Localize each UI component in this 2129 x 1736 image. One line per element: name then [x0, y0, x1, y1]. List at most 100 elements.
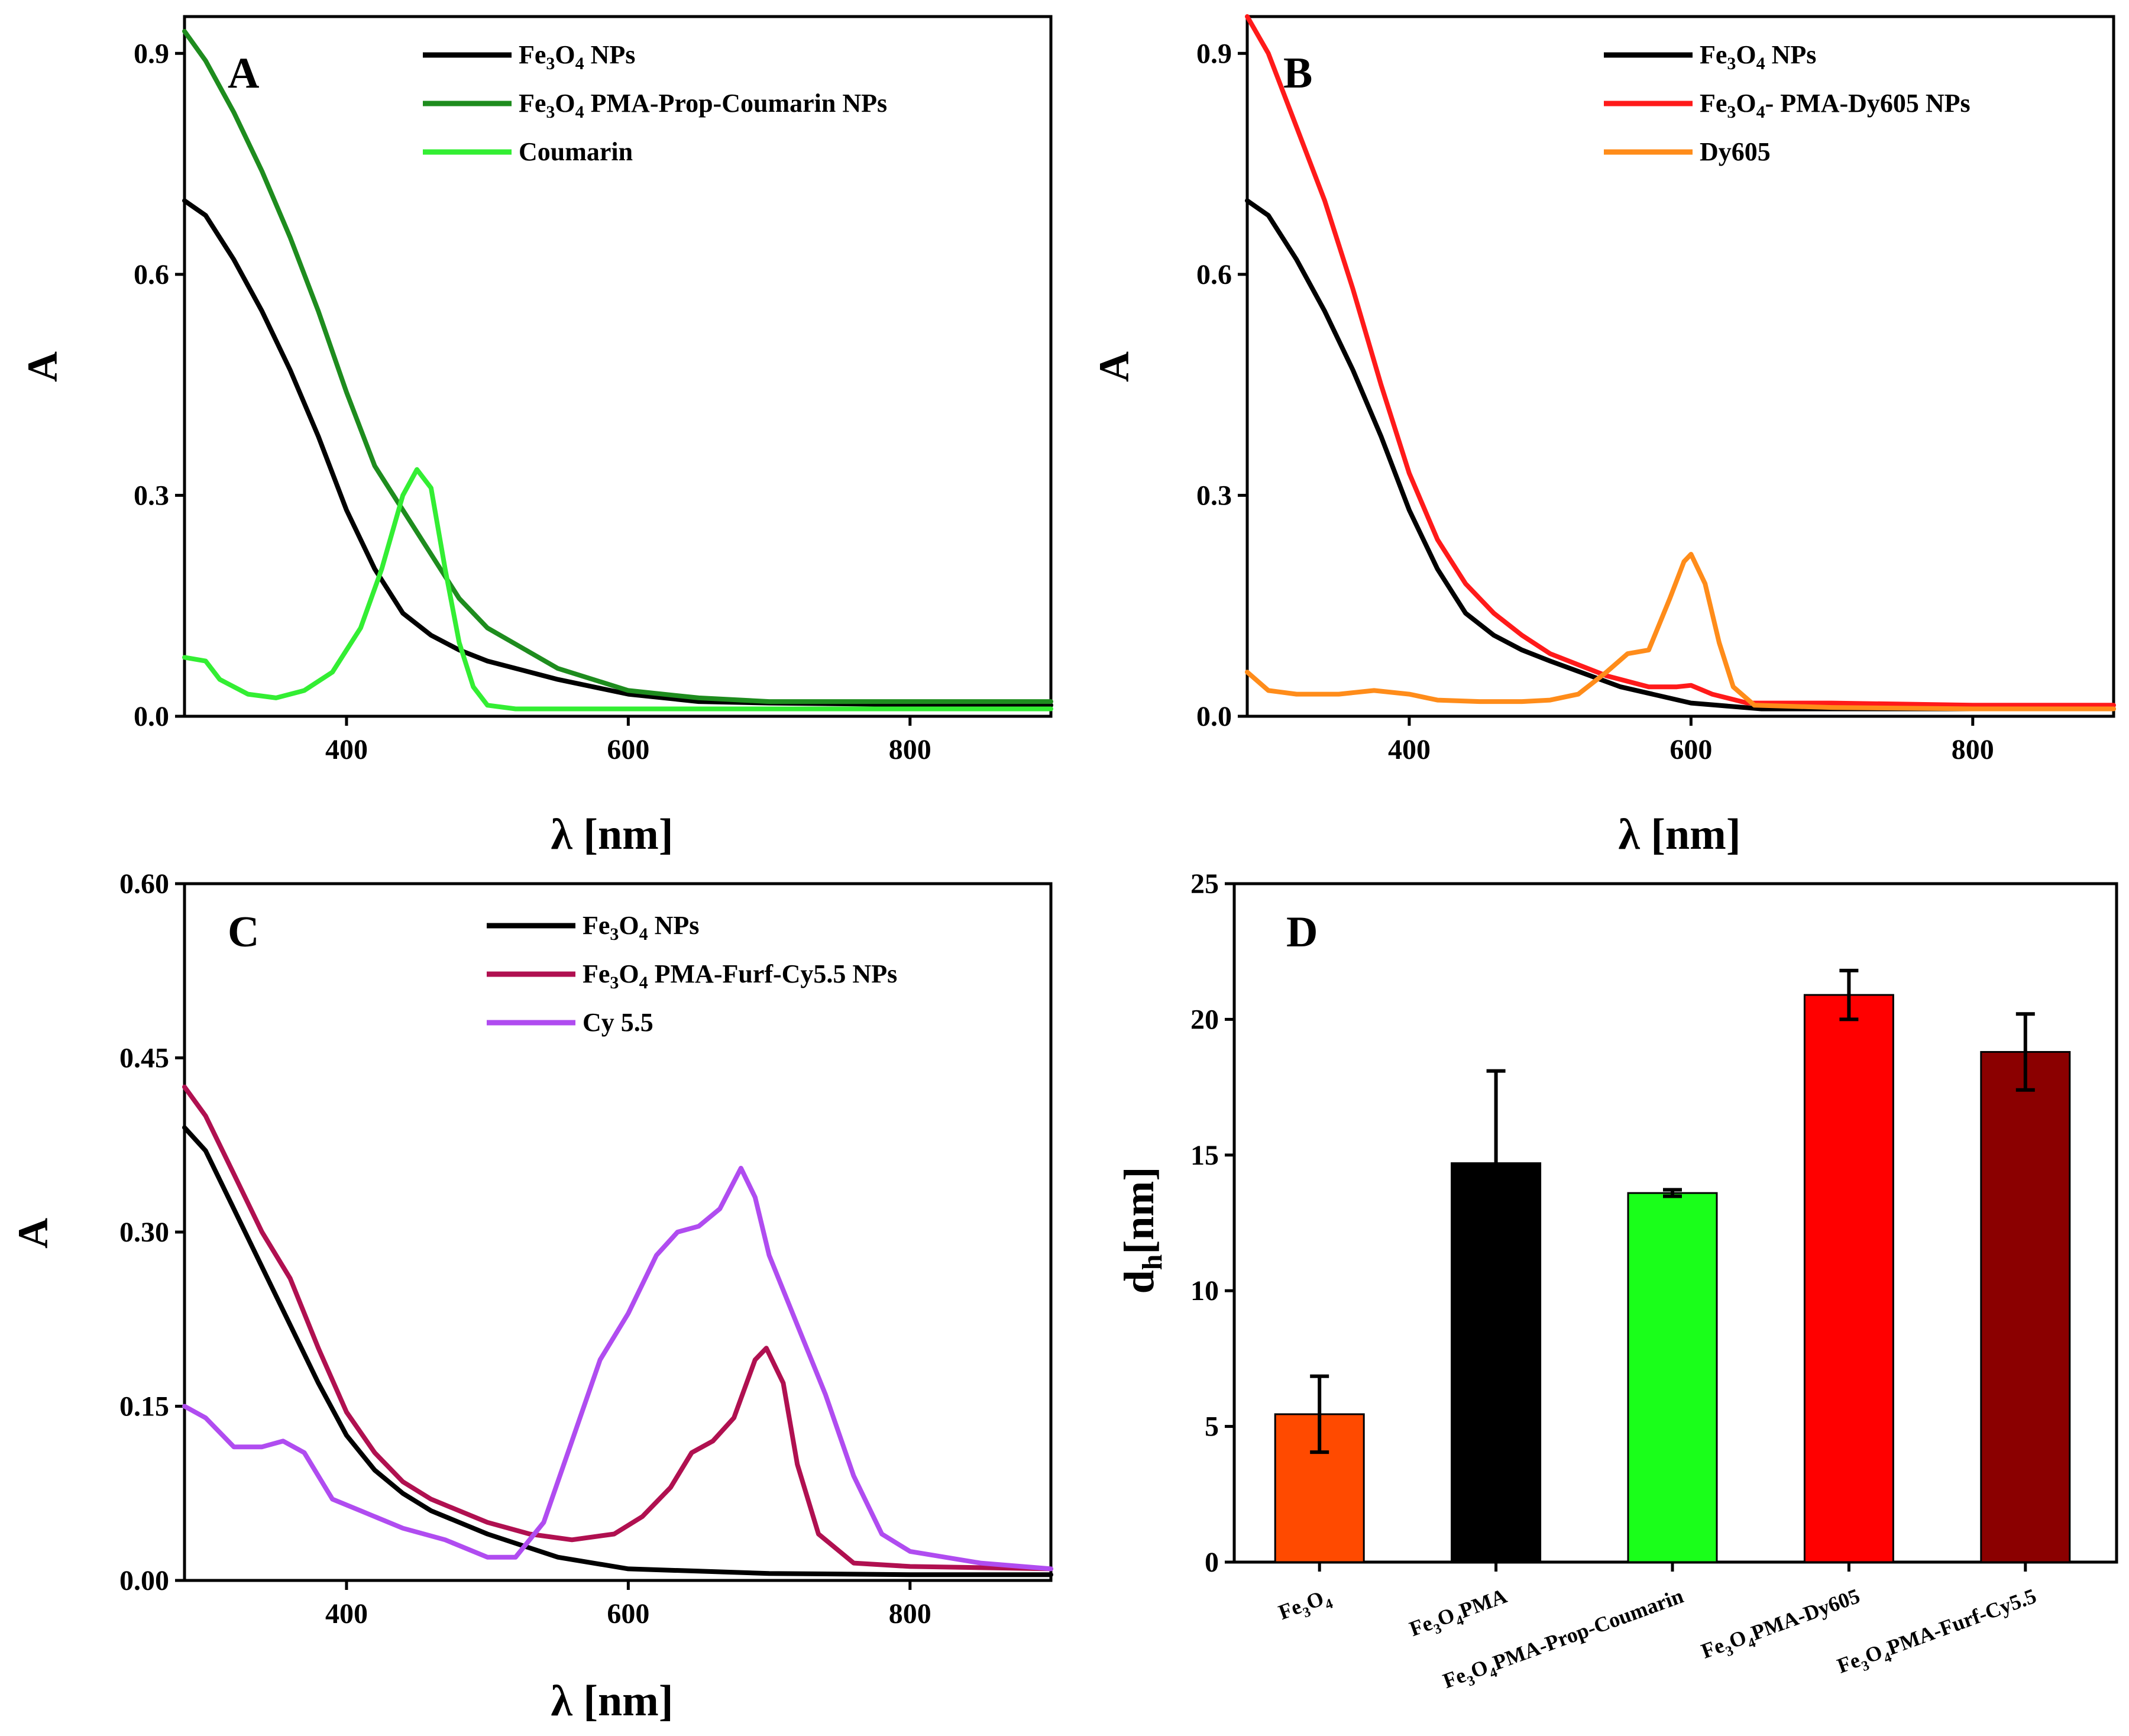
panel-c-xtick-label: 600	[607, 1598, 649, 1630]
panel-d-ytick-label: 0	[1205, 1547, 1219, 1578]
panel-c-legend-label-part: Cy 5.5	[583, 1008, 653, 1037]
panel-a-xtick-label: 800	[889, 734, 931, 765]
panel-b-ytick-label: 0.3	[1196, 480, 1232, 511]
panel-d-ytick-label: 15	[1190, 1140, 1219, 1171]
panel-a-letter: A	[228, 49, 259, 98]
panel-a-xtick-label: 600	[607, 734, 649, 765]
panel-c-legend-label-part: PMA-Furf-Cy5.5 NPs	[648, 959, 898, 988]
panel-a-legend-label-part: 3	[546, 102, 555, 122]
panel-b-legend-label: Fe3O4 NPs	[1700, 40, 1816, 73]
panel-a-legend-label: Coumarin	[519, 137, 633, 166]
panel-c-legend-label-part: 3	[610, 973, 619, 993]
panel-a-legend-label: Fe3O4 NPs	[519, 40, 635, 73]
panel-c-series-line	[182, 1125, 1053, 1577]
panel-c-xtick-label: 800	[889, 1598, 931, 1630]
panel-c-legend-label-part: O	[619, 911, 639, 940]
panel-c-xtick-label: 400	[325, 1598, 368, 1630]
panel-d-ytick-label: 10	[1190, 1275, 1219, 1307]
panel-c-ytick-label: 0.60	[119, 868, 169, 900]
panel-d-ytick-label: 20	[1190, 1004, 1219, 1035]
panel-b-series-line	[1245, 198, 2116, 712]
panel-b-xtick-label: 400	[1388, 734, 1431, 765]
panel-a-ytick-label: 0.9	[134, 38, 169, 69]
panel-a-legend-label-part: 4	[575, 102, 584, 122]
panel-c-series-line	[182, 1166, 1053, 1572]
panel-a-legend-label-part: Fe	[519, 89, 546, 118]
panel-c-legend-label-part: 4	[639, 924, 648, 944]
panel-c-ytick-label: 0.15	[119, 1391, 169, 1423]
panel-d-ytick-label: 5	[1205, 1411, 1219, 1443]
panel-a-legend-label-part: Fe	[519, 40, 546, 69]
panel-a-legend-label-part: 3	[546, 54, 555, 73]
panel-d-ylabel-unit: [nm]	[1115, 1167, 1163, 1255]
panel-a-ytick-label: 0.3	[134, 480, 169, 511]
panel-b-legend-label-part: Fe	[1700, 89, 1727, 118]
panel-b-xtick-label: 800	[1952, 734, 1994, 765]
panel-c-xlabel: λ [nm]	[551, 1677, 674, 1725]
panel-a-frame	[183, 15, 1053, 718]
panel-c-legend-label: Cy 5.5	[583, 1008, 653, 1037]
panel-b-series-line	[1245, 14, 2116, 708]
panel-c-legend-label-part: NPs	[648, 911, 700, 940]
panel-a-legend-label: Fe3O4 PMA-Prop-Coumarin NPs	[519, 89, 887, 122]
panel-b-xtick-label: 600	[1669, 734, 1712, 765]
panel-b-legend-label-part: 3	[1727, 54, 1736, 73]
panel-b-letter: B	[1283, 49, 1312, 98]
panel-b-legend-label-part: 4	[1756, 102, 1765, 122]
panel-a-legend-label-part: Coumarin	[519, 137, 633, 166]
panel-b-ylabel: A	[1091, 351, 1138, 382]
panel-b-series-line	[1245, 552, 2116, 712]
panel-c-legend-label-part: 3	[610, 924, 619, 944]
panel-c-legend-label: Fe3O4 PMA-Furf-Cy5.5 NPs	[583, 959, 897, 993]
panel-c-legend-label-part: O	[619, 959, 639, 988]
panel-c-ytick-label: 0.00	[119, 1565, 169, 1596]
panel-b-ytick-label: 0.9	[1196, 38, 1232, 69]
panel-b-legend-label-part: 4	[1756, 54, 1765, 73]
panel-c-ytick-label: 0.30	[119, 1217, 169, 1248]
panel-d-ylabel-sub: h	[1137, 1255, 1168, 1271]
panel-b-legend-label: Dy605	[1700, 137, 1771, 166]
panel-a-ylabel: A	[19, 351, 66, 382]
panel-a-ytick-label: 0.6	[134, 259, 169, 290]
panel-b-legend-label-part: Fe	[1700, 40, 1727, 69]
panel-d-ytick-label: 25	[1190, 868, 1219, 900]
panel-b-legend-label-part: O	[1736, 40, 1756, 69]
panel-a-legend-label-part: O	[555, 40, 575, 69]
panel-b-frame	[1245, 15, 2115, 718]
panel-b-legend-label-part: Dy605	[1700, 137, 1771, 166]
panel-d-ylabel: dh[nm]	[1115, 1167, 1168, 1294]
panel-b-legend-label-part: - PMA-Dy605 NPs	[1765, 89, 1971, 118]
panel-c: C λ [nm] A 400 600 800 0.00 0.15 0.30 0.45 0.60…	[9, 868, 1053, 1725]
panel-a-legend-label-part: 4	[575, 54, 584, 73]
panel-c-legend-label-part: Fe	[583, 911, 610, 940]
panel-b-ytick-label: 0.6	[1196, 259, 1232, 290]
panel-c-ylabel: A	[9, 1218, 57, 1249]
panel-b-xlabel: λ [nm]	[1619, 810, 1741, 859]
panel-d-bar	[1803, 994, 1894, 1563]
panel-c-legend-label-part: 4	[639, 973, 648, 993]
panel-c-series-line	[182, 1084, 1053, 1572]
panel-b-legend-label-part: O	[1736, 89, 1756, 118]
panel-b-legend-label-part: 3	[1727, 102, 1736, 122]
panel-a-xlabel: λ [nm]	[551, 810, 674, 859]
panel-a-legend-label-part: O	[555, 89, 575, 118]
panel-a-series-line	[182, 198, 1053, 708]
panel-d-letter: D	[1286, 908, 1318, 956]
panel-a-series-line	[182, 467, 1053, 712]
panel-a-ytick-label: 0.0	[134, 701, 169, 732]
panel-c-letter: C	[228, 908, 259, 956]
panel-c-ytick-label: 0.45	[119, 1043, 169, 1074]
panel-c-legend-label-part: Fe	[583, 959, 610, 988]
panel-b-legend-label: Fe3O4- PMA-Dy605 NPs	[1700, 89, 1971, 122]
panel-d-bar	[1980, 1050, 2071, 1563]
panel-a-series-line	[182, 28, 1053, 704]
panel-a-legend-label-part: NPs	[584, 40, 636, 69]
panel-a-legend-label-part: PMA-Prop-Coumarin NPs	[584, 89, 887, 118]
panel-b-legend-label-part: NPs	[1765, 40, 1817, 69]
panel-a-xtick-label: 400	[325, 734, 368, 765]
panel-b-ytick-label: 0.0	[1196, 701, 1232, 732]
panel-d-bar	[1627, 1192, 1718, 1563]
